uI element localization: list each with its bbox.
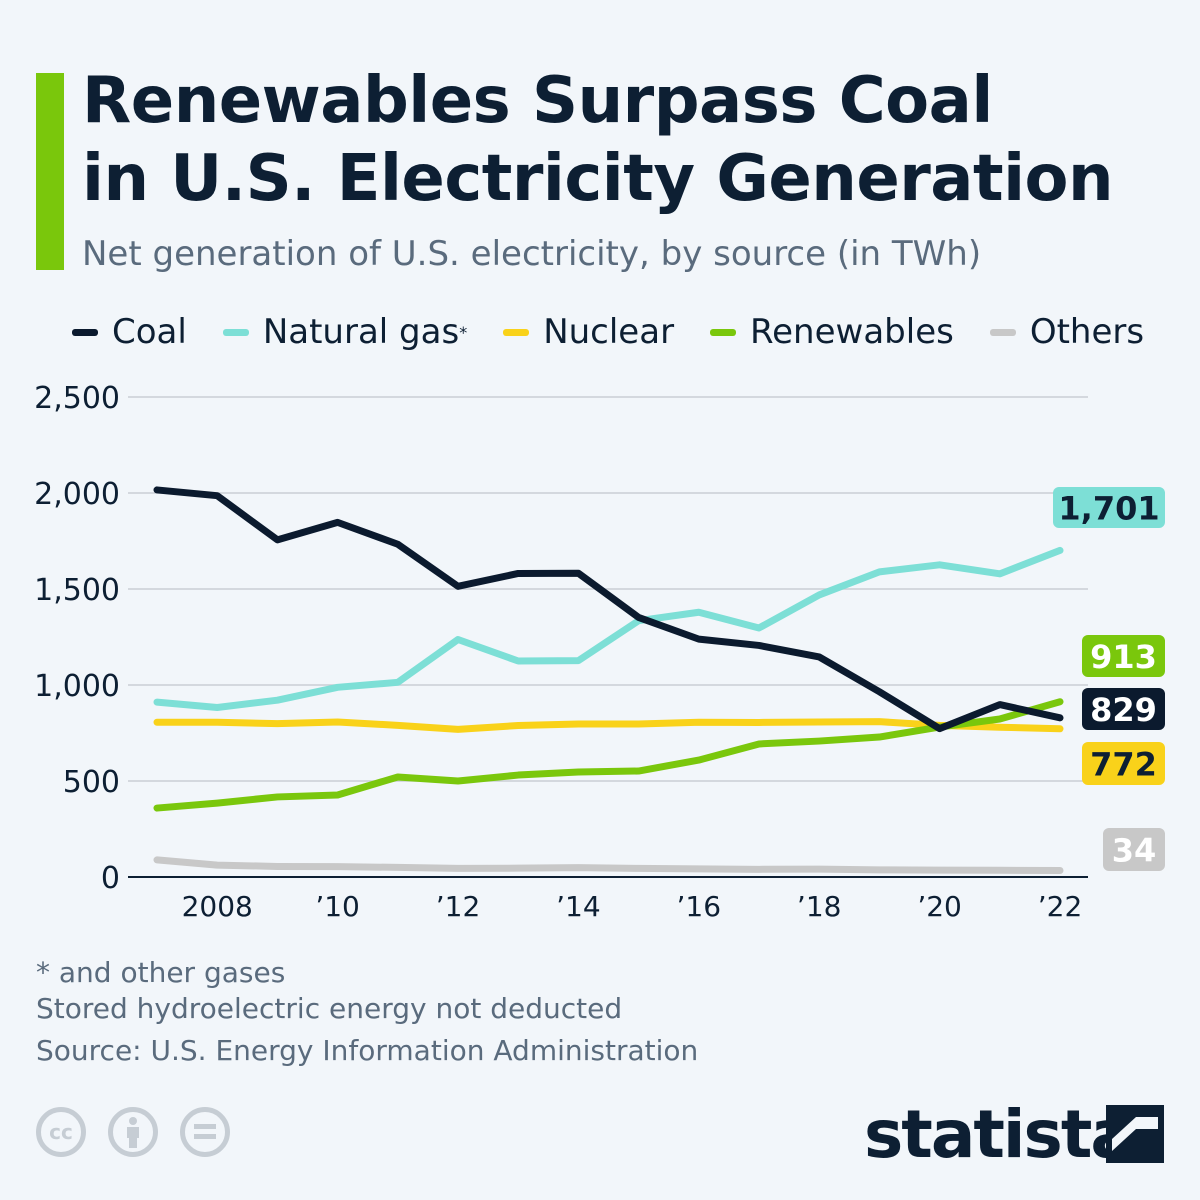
- statista-logo-mark: [1106, 1105, 1164, 1163]
- legend-label: Coal: [112, 312, 187, 352]
- series-line-others: [153, 856, 1064, 874]
- end-label-nuclear: 772: [1090, 746, 1157, 784]
- chart-subtitle: Net generation of U.S. electricity, by s…: [82, 234, 982, 274]
- legend-footnote-mark: *: [459, 322, 468, 342]
- y-tick-label: 1,000: [34, 669, 120, 704]
- x-tick-label: ’18: [797, 890, 842, 923]
- legend-swatch: [710, 328, 737, 336]
- series-line-coal: [153, 486, 1064, 733]
- legend-swatch: [222, 328, 249, 336]
- legend-swatch: [503, 328, 530, 336]
- end-label-box-natural-gas: [1053, 487, 1165, 528]
- legend-item-others: Others: [989, 312, 1145, 352]
- x-tick-label: ’10: [315, 890, 360, 923]
- footnote-gases: * and other gases: [36, 956, 286, 989]
- end-label-natural-gas: 1,701: [1058, 490, 1159, 528]
- title-line-1: Renewables Surpass Coal: [82, 64, 993, 138]
- x-tick-label: ’16: [677, 890, 722, 923]
- series-line-natural-gas: [153, 546, 1064, 711]
- attribution-icon[interactable]: [108, 1107, 158, 1157]
- x-tick-label: ’12: [436, 890, 481, 923]
- source-note: Source: U.S. Energy Information Administ…: [36, 1034, 699, 1067]
- cc-icon[interactable]: cc: [36, 1107, 86, 1157]
- chart-title: Renewables Surpass Coal in U.S. Electric…: [82, 62, 1114, 218]
- end-label-coal: 829: [1090, 691, 1157, 729]
- no-derivatives-icon[interactable]: [180, 1107, 230, 1157]
- legend-item-nuclear: Nuclear: [503, 312, 674, 352]
- legend-label: Renewables: [750, 312, 954, 352]
- end-label-box-nuclear: [1082, 742, 1165, 785]
- legend-item-natural-gas: Natural gas *: [222, 312, 468, 352]
- legend-swatch: [72, 328, 98, 336]
- legend-item-coal: Coal: [72, 312, 187, 352]
- end-label-box-coal: [1082, 688, 1165, 730]
- y-tick-label: 2,000: [34, 477, 120, 512]
- x-tick-label: 2008: [182, 890, 253, 923]
- legend-swatch: [989, 328, 1016, 336]
- legend-item-renewables: Renewables: [710, 312, 954, 352]
- legend-label: Nuclear: [543, 312, 675, 352]
- end-label-renewables: 913: [1090, 638, 1157, 676]
- statista-logo[interactable]: statista: [864, 1096, 1135, 1173]
- legend: Coal Natural gas * Nuclear Renewables Others: [72, 312, 1180, 352]
- x-tick-label: ’22: [1038, 890, 1083, 923]
- footnote-hydro: Stored hydroelectric energy not deducted: [36, 992, 623, 1025]
- series-line-renewables: [153, 698, 1064, 812]
- series-line-nuclear: [153, 718, 1064, 733]
- title-line-2: in U.S. Electricity Generation: [82, 142, 1114, 216]
- legend-label: Others: [1029, 312, 1145, 352]
- x-tick-label: ’20: [917, 890, 962, 923]
- x-tick-label: ’14: [556, 890, 601, 923]
- end-label-box-renewables: [1082, 635, 1165, 677]
- y-tick-label: 2,500: [34, 381, 120, 416]
- y-tick-label: 0: [101, 861, 120, 896]
- legend-label: Natural gas: [262, 312, 460, 352]
- end-label-others: 34: [1112, 832, 1157, 870]
- accent-bar: [36, 73, 64, 270]
- y-tick-label: 1,500: [34, 573, 120, 608]
- y-tick-label: 500: [63, 765, 120, 800]
- end-label-box-others: [1103, 828, 1165, 871]
